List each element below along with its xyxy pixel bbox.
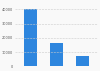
Bar [76, 56, 89, 66]
Bar [50, 43, 63, 66]
Bar [24, 9, 37, 66]
